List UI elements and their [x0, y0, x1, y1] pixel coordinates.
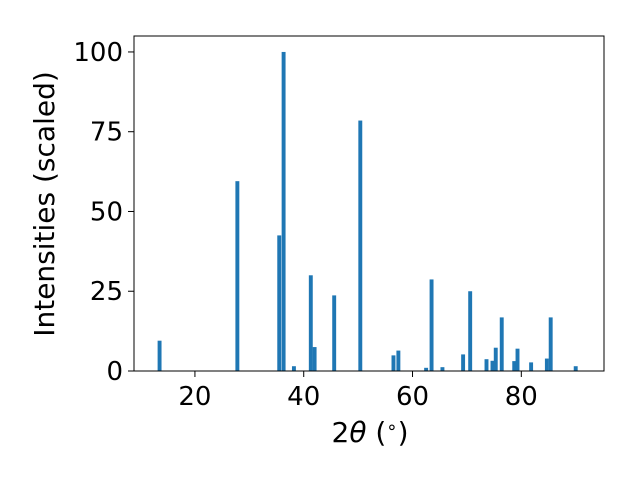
- x-axis: 20 40 60 80: [178, 371, 538, 412]
- bar-12: [429, 279, 434, 371]
- bar-15: [468, 291, 473, 371]
- bar-5: [308, 275, 313, 371]
- x-tick-label-60: 60: [396, 382, 429, 412]
- y-tick-label-25: 25: [90, 277, 123, 307]
- bar-9: [391, 355, 396, 371]
- bar-21: [515, 348, 520, 371]
- bar-group: [157, 51, 578, 371]
- bar-25: [573, 366, 578, 371]
- y-axis-label: Intensities (scaled): [28, 71, 61, 337]
- bar-7: [332, 295, 337, 371]
- bar-11: [424, 367, 429, 371]
- bar-4: [291, 366, 296, 371]
- x-tick-label-40: 40: [287, 382, 320, 412]
- x-axis-label: 2θ (∘): [331, 416, 408, 449]
- bar-17: [490, 360, 495, 371]
- x-axis-label-degree: ∘: [386, 417, 397, 438]
- y-axis: 0 25 50 75 100: [73, 38, 134, 387]
- bar-19: [499, 317, 504, 371]
- y-tick-label-50: 50: [90, 197, 123, 227]
- bar-16: [484, 359, 489, 371]
- x-tick-label-80: 80: [505, 382, 538, 412]
- bar-3: [281, 51, 286, 371]
- y-tick-label-75: 75: [90, 118, 123, 148]
- y-tick-label-0: 0: [106, 357, 123, 387]
- bar-1: [235, 181, 240, 371]
- bar-20: [512, 361, 517, 371]
- bar-2: [277, 235, 282, 371]
- plot-frame: [133, 35, 605, 372]
- bar-10: [396, 350, 401, 371]
- bar-23: [544, 358, 549, 371]
- x-axis-label-theta: θ: [349, 416, 366, 449]
- bar-24: [548, 317, 553, 371]
- y-tick-label-100: 100: [73, 38, 123, 68]
- bar-13: [440, 367, 445, 371]
- x-axis-label-unit-close: ): [398, 416, 409, 449]
- bar-22: [529, 362, 534, 371]
- x-axis-label-main: 2: [331, 416, 349, 449]
- bar-14: [461, 354, 466, 371]
- bar-6: [312, 347, 317, 371]
- x-tick-label-20: 20: [178, 382, 211, 412]
- bar-8: [358, 120, 363, 371]
- bar-0: [157, 340, 162, 371]
- x-axis-label-unit-open: (: [366, 416, 386, 449]
- bar-18: [493, 347, 498, 371]
